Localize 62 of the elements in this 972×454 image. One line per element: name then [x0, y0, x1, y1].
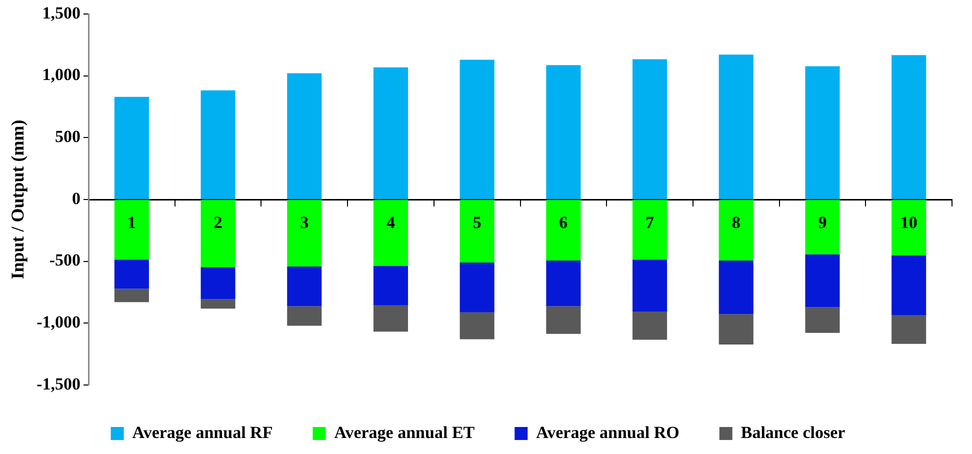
- bar: [200, 90, 236, 199]
- bar: [114, 288, 149, 302]
- bar: [546, 260, 581, 306]
- bar: [805, 200, 840, 254]
- bar: [287, 306, 322, 326]
- x-tick-label: 4: [386, 212, 396, 232]
- bar: [632, 260, 668, 312]
- x-tick-label: 7: [646, 212, 655, 232]
- x-tick-label: 6: [559, 212, 568, 232]
- bar: [460, 60, 494, 199]
- bar: [718, 314, 754, 344]
- bar: [632, 59, 668, 199]
- bar: [287, 266, 322, 306]
- bar: [718, 54, 754, 199]
- bar: [373, 200, 408, 266]
- x-tick-label: 8: [732, 212, 740, 232]
- x-tick-label: 9: [818, 212, 827, 232]
- bar: [892, 315, 926, 344]
- bar: [632, 200, 668, 260]
- bar: [287, 200, 322, 267]
- bar: [632, 312, 668, 340]
- bar: [114, 200, 149, 260]
- bar: [373, 305, 408, 332]
- bar: [200, 299, 236, 309]
- x-tick-label: 3: [300, 212, 309, 232]
- x-tick-label: 5: [472, 212, 482, 232]
- bar: [805, 254, 840, 308]
- y-tick-label: 0: [72, 188, 81, 208]
- bar: [460, 200, 494, 262]
- bar: [718, 260, 754, 314]
- x-tick-label: 10: [900, 212, 918, 232]
- bar: [892, 200, 926, 256]
- bar: [718, 200, 754, 260]
- bar: [114, 96, 149, 199]
- legend-label: Average annual ET: [334, 422, 476, 442]
- bar: [200, 200, 236, 268]
- bar: [805, 307, 840, 333]
- bar: [805, 66, 840, 199]
- bar: [460, 312, 494, 340]
- bar: [892, 55, 926, 199]
- bar: [892, 256, 926, 316]
- legend-label: Average annual RF: [132, 422, 273, 442]
- y-tick-label: -500: [49, 250, 81, 270]
- y-tick-label: 1,500: [42, 3, 81, 22]
- bar: [114, 260, 149, 289]
- x-tick-label: 1: [127, 212, 136, 232]
- legend-label: Balance closer: [740, 422, 846, 442]
- bar: [200, 267, 236, 300]
- bar: [373, 266, 408, 306]
- x-tick-label: 2: [214, 212, 222, 232]
- legend-label: Average annual RO: [536, 422, 680, 442]
- bar: [546, 306, 581, 334]
- bar: [460, 262, 494, 312]
- y-tick-label: -1,500: [36, 374, 81, 394]
- bar: [546, 200, 581, 260]
- bar: [373, 67, 408, 199]
- y-tick-label: 500: [55, 127, 81, 146]
- bar: [546, 65, 581, 199]
- y-axis-title: Input / Output (mm): [7, 120, 28, 280]
- bar: [287, 73, 322, 199]
- y-tick-label: -1,000: [36, 312, 81, 332]
- y-tick-label: 1,000: [42, 65, 81, 84]
